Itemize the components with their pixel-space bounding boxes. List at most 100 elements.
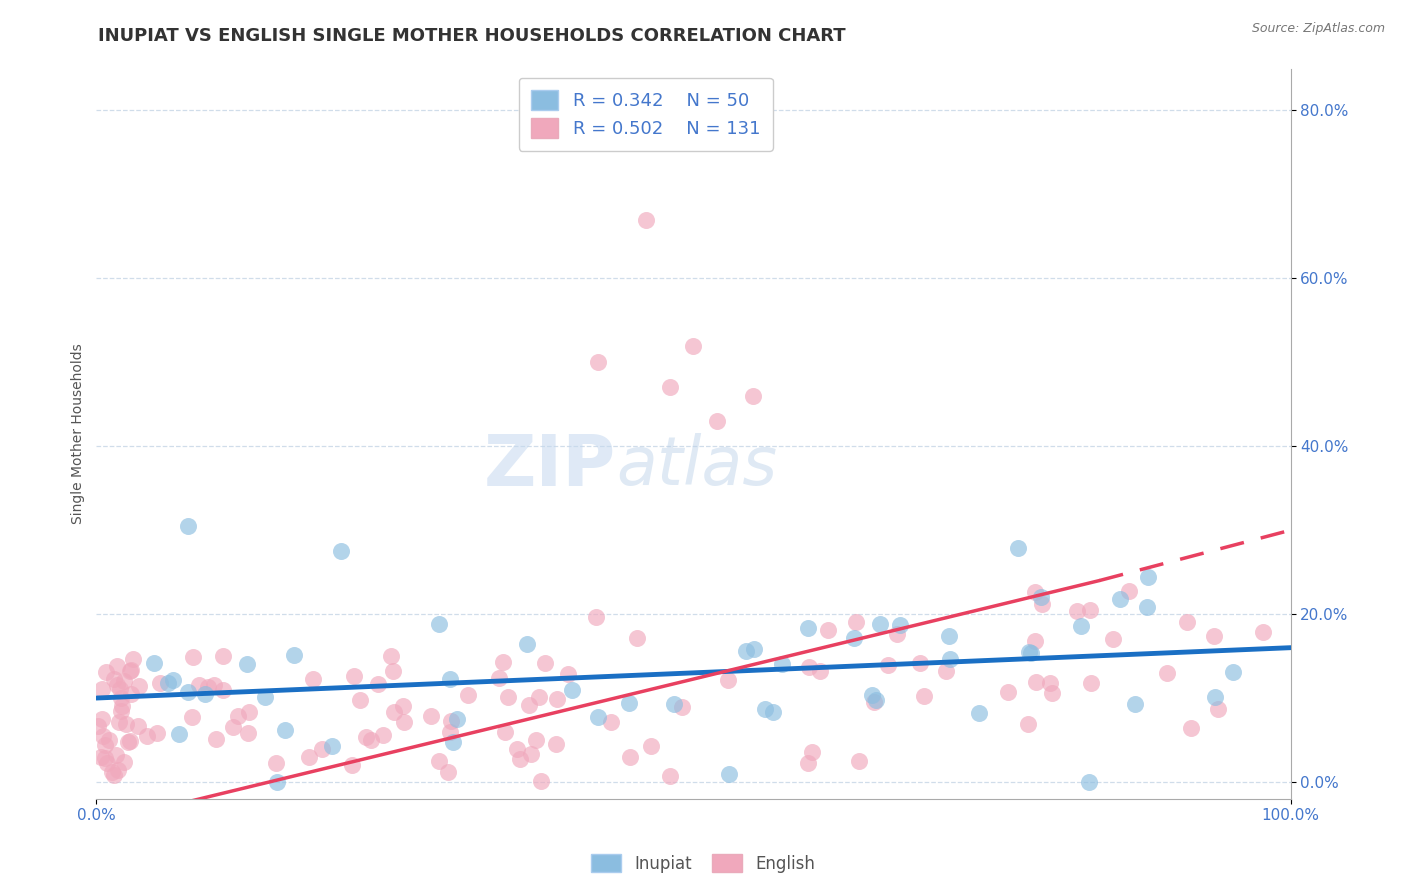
Point [149,676,172,690]
Point [865,693,887,707]
Point [236,657,259,671]
Point [488,672,510,686]
Point [91,712,114,726]
Point [1204,690,1226,704]
Point [94,738,117,752]
Point [157,675,180,690]
Point [118,664,141,678]
Point [105,659,128,673]
Point [1007,541,1029,555]
Point [122,652,145,666]
Point [238,705,260,719]
Point [1031,591,1053,605]
Point [664,698,686,712]
Point [86,718,108,732]
Point [311,742,333,756]
Point [912,690,935,704]
Point [534,657,557,671]
Point [1118,583,1140,598]
Point [557,666,579,681]
Point [1021,646,1043,660]
Point [98,732,121,747]
Point [110,690,132,705]
Point [544,737,567,751]
Point [457,688,479,702]
Point [266,775,288,789]
Point [120,734,142,748]
Point [367,677,389,691]
Point [205,731,228,746]
Point [1078,775,1101,789]
Point [1024,634,1046,648]
Point [762,705,785,719]
Text: INUPIAT VS ENGLISH SINGLE MOTHER HOUSEHOLDS CORRELATION CHART: INUPIAT VS ENGLISH SINGLE MOTHER HOUSEHO… [98,27,846,45]
Point [1180,721,1202,735]
Point [817,624,839,638]
Point [100,765,122,780]
Point [110,705,132,719]
Point [104,747,127,762]
Point [845,615,868,629]
Point [145,726,167,740]
Point [860,688,883,702]
Point [524,732,547,747]
Point [1080,676,1102,690]
Point [103,768,125,782]
Point [343,669,366,683]
Point [735,644,758,658]
Point [128,679,150,693]
Point [586,355,609,369]
Point [1024,585,1046,599]
Point [876,657,898,672]
Point [586,709,609,723]
Point [799,660,821,674]
Text: ZIP: ZIP [484,432,616,501]
Point [177,684,200,698]
Point [808,664,831,678]
Point [380,649,402,664]
Point [935,664,957,678]
Point [718,767,741,781]
Point [167,727,190,741]
Point [181,650,204,665]
Point [1222,665,1244,679]
Point [908,657,931,671]
Point [197,681,219,695]
Point [1175,615,1198,629]
Point [863,694,886,708]
Point [967,706,990,721]
Point [742,641,765,656]
Point [274,723,297,738]
Point [706,414,728,428]
Point [1070,618,1092,632]
Point [848,754,870,768]
Point [283,648,305,663]
Point [91,729,114,743]
Point [494,724,516,739]
Point [1039,675,1062,690]
Point [938,629,960,643]
Point [211,683,233,698]
Point [516,637,538,651]
Point [1204,629,1226,643]
Point [105,677,128,691]
Point [529,690,551,705]
Point [634,212,657,227]
Point [626,631,648,645]
Point [519,747,541,761]
Point [112,674,135,689]
Point [446,712,468,726]
Point [1123,697,1146,711]
Point [658,380,681,394]
Point [420,709,443,723]
Point [360,732,382,747]
Point [264,756,287,770]
Point [356,730,378,744]
Point [796,621,818,635]
Point [226,708,249,723]
Point [212,649,235,664]
Point [439,672,461,686]
Point [886,627,908,641]
Point [585,610,607,624]
Point [298,750,321,764]
